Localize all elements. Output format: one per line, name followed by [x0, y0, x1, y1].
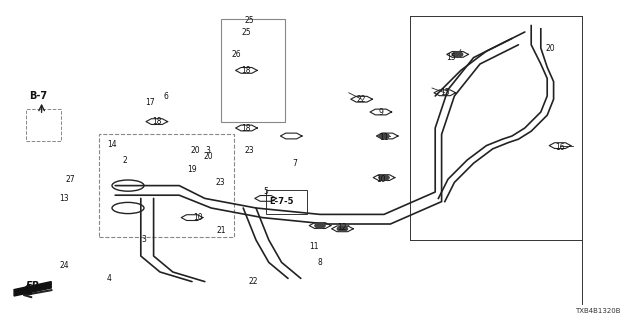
Circle shape	[337, 226, 348, 231]
Text: 4: 4	[106, 274, 111, 283]
Text: B-7: B-7	[29, 91, 47, 101]
Text: 7: 7	[292, 159, 297, 168]
Text: 26: 26	[232, 50, 242, 59]
Text: 6: 6	[164, 92, 169, 100]
Text: 18: 18	[242, 124, 251, 132]
Text: 3: 3	[205, 146, 211, 155]
Text: 23: 23	[244, 146, 255, 155]
Text: 11: 11	[380, 133, 388, 142]
Text: 27: 27	[65, 175, 76, 184]
Text: 24: 24	[59, 261, 69, 270]
Text: 12: 12	[338, 223, 347, 232]
Text: 5: 5	[263, 188, 268, 196]
Text: 11: 11	[309, 242, 318, 251]
Circle shape	[315, 223, 325, 228]
Text: 16: 16	[555, 143, 565, 152]
Text: 20: 20	[190, 146, 200, 155]
Text: 22: 22	[357, 95, 366, 104]
Text: 13: 13	[59, 194, 69, 203]
Text: E-7-5: E-7-5	[269, 197, 294, 206]
Circle shape	[379, 175, 389, 180]
Text: 22: 22	[248, 277, 257, 286]
Circle shape	[379, 133, 389, 139]
Text: 23: 23	[216, 178, 226, 187]
Circle shape	[452, 52, 463, 57]
Text: 25: 25	[241, 28, 252, 36]
Text: 3: 3	[141, 236, 147, 244]
Text: 8: 8	[317, 258, 323, 267]
Text: FR.: FR.	[26, 281, 44, 292]
Text: 18: 18	[242, 66, 251, 75]
Text: 15: 15	[440, 88, 450, 97]
Text: 9: 9	[378, 108, 383, 116]
Text: 15: 15	[446, 53, 456, 62]
Text: 17: 17	[145, 98, 156, 107]
Text: 25: 25	[244, 16, 255, 25]
Text: TXB4B1320B: TXB4B1320B	[575, 308, 621, 314]
Text: 20: 20	[203, 152, 213, 161]
Text: 2: 2	[122, 156, 127, 164]
Text: 14: 14	[107, 140, 117, 148]
Text: 18: 18	[152, 117, 161, 126]
Text: 19: 19	[187, 165, 197, 174]
Text: 20: 20	[545, 44, 556, 52]
Text: 10: 10	[376, 175, 386, 184]
Text: 21: 21	[216, 226, 225, 235]
Polygon shape	[14, 282, 51, 296]
Text: 10: 10	[193, 213, 204, 222]
